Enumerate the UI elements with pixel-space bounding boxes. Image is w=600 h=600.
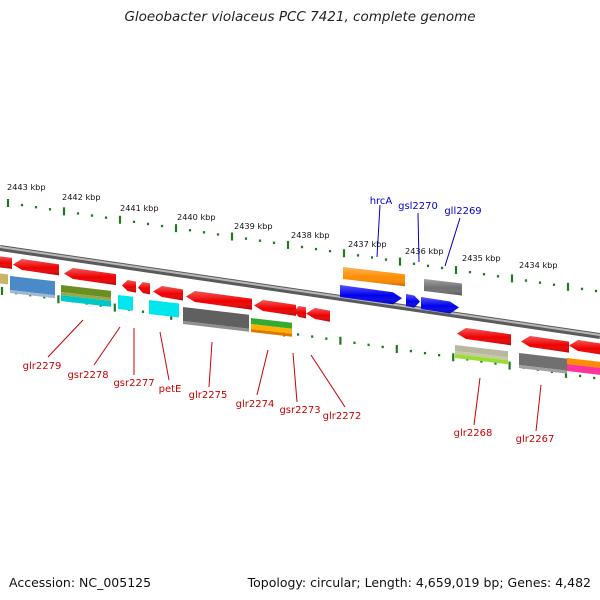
lower-gene-label: glr2275: [189, 390, 228, 401]
gene-block-1-shading: [13, 259, 59, 276]
scale-label: 2439 kbp: [234, 221, 273, 231]
lower-gene-label: glr2274: [236, 399, 275, 410]
lower-gene-label: gsr2277: [113, 378, 154, 389]
gene-hrcA-shading: [340, 285, 402, 305]
gene-stack-6-band-3: [251, 329, 292, 337]
gene-stack-8-band-2: [519, 365, 567, 374]
upper-gene-label: gsl2270: [398, 201, 438, 212]
upper-gene-label: gll2269: [444, 206, 481, 217]
scale-label: 2441 kbp: [120, 203, 159, 213]
gene-gll2269-shading: [421, 297, 459, 314]
gene-stack-1-band-2: [10, 290, 55, 299]
scale-label: 2442 kbp: [62, 192, 101, 202]
backbone-highlight: [0, 246, 600, 336]
scale-label: 2437 kbp: [348, 239, 387, 249]
lower-leader-line: [535, 384, 542, 432]
lower-leader-line: [93, 326, 121, 366]
gene-features: [0, 256, 600, 375]
lower-gene-label: petE: [159, 384, 182, 395]
scale-label: 2435 kbp: [462, 253, 501, 263]
gene-stack-8-band-1: [519, 353, 567, 371]
gene-stack-2-band-1: [61, 285, 111, 298]
genome-backbone: [0, 245, 600, 339]
gene-block-6-shading: [186, 291, 252, 310]
gene-stack-9-band-2: [567, 364, 600, 375]
gene-stack-6-band-2: [251, 324, 292, 334]
gene-stack-2-band-2: [61, 292, 111, 301]
lower-gene-label: glr2272: [323, 411, 362, 422]
gene-block-edge-shading: [0, 256, 12, 269]
lower-leader-line: [256, 349, 269, 396]
gene-block-11-shading: [521, 336, 569, 353]
gene-stack-5-band-2: [183, 321, 249, 332]
gene-stack-9-band-1: [567, 358, 600, 368]
lower-leader-line: [473, 377, 481, 426]
gene-stack-3-band-1: [118, 295, 133, 311]
upper-leader-line: [376, 204, 381, 258]
upper-gene-label: hrcA: [370, 196, 393, 207]
gene-stack-7-band-2: [455, 351, 508, 361]
lower-leader-line: [47, 319, 84, 358]
gene-block-2-shading: [64, 268, 116, 286]
lower-gene-label: glr2268: [454, 428, 493, 439]
map-title: Gloeobacter violaceus PCC 7421, complete…: [124, 9, 476, 25]
scale-label: 2440 kbp: [177, 212, 216, 222]
upper-leader-line: [444, 217, 461, 267]
scale-label: 2443 kbp: [7, 182, 46, 192]
scale-label: 2434 kbp: [519, 260, 558, 270]
gene-stack-7-band-1: [455, 345, 508, 358]
gene-stack-edge-band-1: [0, 273, 8, 285]
genome-stats-text: Topology: circular; Length: 4,659,019 bp…: [247, 575, 591, 590]
lower-leader-line: [292, 352, 298, 403]
lower-leader-line: [310, 354, 346, 408]
gene-stack-4-band-1: [149, 300, 179, 318]
gene-hrcA-orange-shading: [343, 267, 405, 287]
gene-block-7-shading: [254, 300, 296, 316]
label-leader-lines: [47, 204, 542, 432]
gene-stack-5-band-1: [183, 307, 249, 329]
scale-label: 2436 kbp: [405, 246, 444, 256]
gene-gsl2270-shading: [406, 294, 420, 308]
gene-stack-6-band-1: [251, 318, 292, 329]
upper-scale-ticks: [6, 199, 598, 293]
lower-leader-line: [159, 331, 170, 381]
gene-block-12-shading: [569, 340, 600, 355]
map-labels: 2443 kbp 2442 kbp 2441 kbp 2440 kbp 2439 kbp…: [7, 182, 558, 445]
lower-gene-label: glr2279: [23, 361, 62, 372]
scale-label: 2438 kbp: [291, 230, 330, 240]
gene-block-10-shading: [457, 328, 511, 346]
gene-stack-2-band-3: [61, 295, 111, 307]
lower-gene-label: gsr2278: [67, 370, 108, 381]
gene-gsl2270-gray-shading: [424, 279, 462, 296]
gene-block-9-shading: [306, 308, 330, 322]
lower-gene-label: glr2267: [516, 434, 555, 445]
accession-text: Accession: NC_005125: [9, 575, 152, 590]
lower-leader-line: [208, 341, 213, 388]
gene-block-5-shading: [153, 286, 183, 301]
upper-leader-line: [417, 212, 420, 263]
gene-stack-7-band-3: [455, 354, 508, 365]
lower-gene-label: gsr2273: [279, 405, 320, 416]
gene-block-4-shading: [138, 282, 150, 295]
gene-block-3-shading: [122, 280, 136, 293]
gene-stack-1-band-1: [10, 276, 55, 296]
gene-block-8-shading: [294, 306, 306, 319]
